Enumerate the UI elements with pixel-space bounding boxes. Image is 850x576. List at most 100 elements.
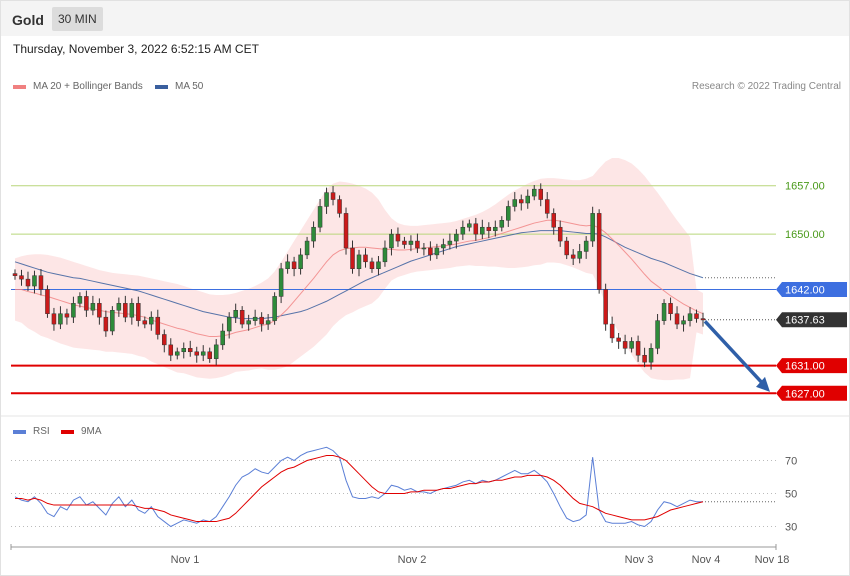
- rsi-tick-50: 50: [785, 489, 797, 501]
- candle: [661, 299, 667, 325]
- candle: [25, 271, 31, 292]
- x-tick-nov-2: Nov 2: [398, 554, 427, 566]
- candle: [583, 236, 589, 259]
- candle: [324, 187, 329, 214]
- candle: [285, 254, 290, 274]
- candle-body: [317, 206, 323, 228]
- candle-body: [655, 320, 660, 349]
- candles: [12, 183, 706, 370]
- level-tag-text: 1642.00: [785, 285, 825, 297]
- candle: [668, 297, 673, 321]
- candle-body: [19, 275, 24, 280]
- level-tag-1631-00: 1631.00: [776, 358, 847, 374]
- legend-rsi-swatch: [13, 429, 26, 434]
- candle-body: [175, 351, 180, 356]
- candle-body: [603, 289, 608, 325]
- candle-body: [246, 320, 251, 325]
- candle: [311, 221, 316, 248]
- candle: [363, 248, 368, 268]
- candle-body: [149, 316, 154, 325]
- candle: [493, 220, 498, 237]
- candle-body: [213, 344, 219, 359]
- level-tag-bg: [776, 282, 847, 297]
- candle-body: [136, 303, 141, 321]
- forecast-arrow-shaft: [703, 320, 766, 387]
- candle: [674, 306, 680, 330]
- timeframe-badge[interactable]: 30 MIN: [52, 7, 103, 31]
- ma50-line: [14, 230, 704, 320]
- candle: [512, 192, 518, 212]
- x-tick-nov-3: Nov 3: [625, 554, 654, 566]
- candle: [12, 269, 18, 280]
- candle-body: [525, 195, 531, 204]
- candle: [551, 208, 556, 235]
- level-tag-bg: [776, 358, 847, 374]
- candle: [395, 227, 401, 247]
- candle-body: [441, 244, 446, 249]
- candle: [71, 296, 76, 323]
- candle-body: [467, 223, 472, 228]
- candle: [97, 298, 102, 325]
- candle: [506, 200, 511, 227]
- candle-body: [64, 313, 70, 318]
- candle-body: [369, 261, 375, 269]
- candle: [123, 295, 128, 323]
- candle-body: [661, 303, 667, 321]
- candle-body: [694, 313, 699, 319]
- candle: [330, 185, 336, 206]
- candle-body: [629, 341, 634, 349]
- candle: [525, 189, 531, 209]
- candle: [473, 217, 479, 241]
- candle-body: [252, 316, 258, 321]
- candle: [447, 233, 453, 250]
- candle: [226, 312, 232, 339]
- candle: [369, 257, 375, 273]
- candle-body: [577, 251, 582, 259]
- candle: [544, 192, 550, 219]
- candle: [162, 329, 167, 353]
- candle-body: [428, 247, 433, 256]
- rsi-line: [14, 446, 703, 528]
- legend-ma20-label: MA 20 + Bollinger Bands: [33, 81, 143, 92]
- candle-body: [311, 226, 316, 242]
- level-label-1657-00: 1657.00: [785, 181, 825, 193]
- candle-body: [596, 213, 602, 290]
- candle: [421, 242, 427, 256]
- candle: [428, 241, 433, 261]
- candle: [486, 222, 492, 239]
- candle-body: [298, 254, 303, 269]
- candle-body: [356, 254, 362, 269]
- legend-ma50: MA 50: [155, 81, 203, 92]
- candle-body: [460, 226, 466, 235]
- candle-body: [71, 303, 76, 318]
- candle-body: [38, 275, 44, 290]
- candle: [38, 269, 44, 296]
- candle: [32, 270, 37, 294]
- candle: [467, 219, 472, 232]
- level-tag-text: 1631.00: [785, 361, 825, 373]
- candle-body: [395, 233, 401, 242]
- candle-body: [486, 226, 492, 231]
- candle: [90, 295, 96, 316]
- candle: [694, 309, 699, 323]
- candle-body: [402, 240, 407, 245]
- candle-body: [194, 351, 199, 356]
- candle-body: [142, 320, 148, 325]
- candle-body: [123, 303, 128, 318]
- candle-body: [129, 303, 135, 318]
- candle: [557, 220, 563, 247]
- candle: [233, 303, 238, 323]
- candle: [402, 236, 407, 249]
- candle: [635, 335, 641, 362]
- candle: [110, 306, 115, 336]
- candle: [577, 243, 582, 264]
- candle-body: [480, 226, 485, 235]
- candle: [265, 313, 271, 330]
- candle-body: [343, 213, 349, 249]
- candle-body: [337, 199, 342, 214]
- candle-body: [635, 341, 641, 356]
- candle: [629, 337, 634, 353]
- chart-datetime: Thursday, November 3, 2022 6:52:15 AM CE…: [13, 42, 259, 56]
- candle: [343, 207, 349, 255]
